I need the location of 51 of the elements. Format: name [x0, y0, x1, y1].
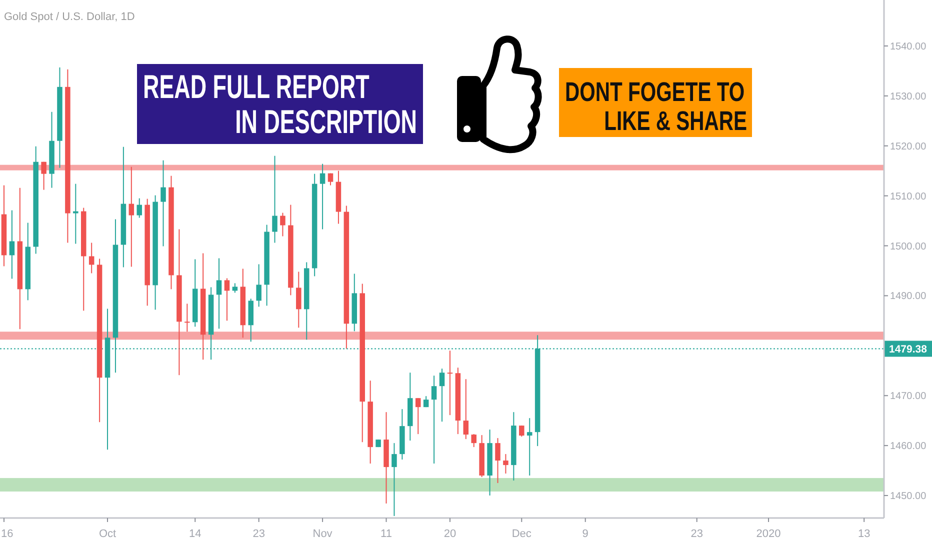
y-tick-label: 1510.00 — [890, 191, 927, 202]
candlestick — [296, 271, 302, 328]
candlestick — [232, 282, 238, 294]
candlestick — [73, 183, 78, 244]
x-tick-label: 23 — [690, 528, 703, 540]
candlestick — [471, 434, 476, 448]
annotation: READ FULL REPORT IN DESCRIPTION — [143, 68, 417, 140]
x-tick-label: 13 — [858, 528, 870, 540]
text: Gold Spot / U.S. Dollar, 1D — [4, 11, 135, 23]
candlestick — [503, 454, 508, 474]
candlestick — [160, 160, 166, 247]
candlestick — [431, 375, 437, 464]
y-tick-label: 1450.00 — [890, 491, 927, 502]
x-tick-label: 14 — [188, 528, 202, 540]
x-tick-label: 11 — [380, 528, 392, 540]
candlestick — [415, 398, 421, 435]
candlestick — [495, 438, 500, 484]
y-tick-label: 1470.00 — [890, 391, 927, 402]
y-tick-label: 1500.00 — [890, 241, 927, 252]
candlestick — [128, 166, 134, 268]
candlestick — [320, 163, 326, 230]
x-tick-label: 2020 — [756, 528, 781, 540]
x-tick-label: 9 — [582, 528, 588, 540]
candlestick — [526, 418, 532, 476]
y-tick-label: 1520.00 — [890, 141, 927, 152]
x-tick-label: Dec — [512, 528, 532, 540]
candlestick — [136, 198, 142, 218]
x-tick-label: 16 — [1, 528, 14, 540]
ref-line-label: 1479.38 — [889, 343, 928, 356]
x-tick-label: 20 — [444, 528, 456, 540]
y-tick-label: 1530.00 — [890, 91, 927, 102]
x-tick-label: Oct — [98, 528, 116, 540]
y-tick-label: 1490.00 — [890, 291, 927, 302]
annotation: DONT FOGETE TO LIKE & SHARE — [565, 77, 747, 137]
candlestick — [41, 161, 46, 190]
candlestick — [184, 303, 190, 332]
candlestick — [224, 278, 230, 322]
x-tick-label: Nov — [312, 528, 333, 540]
candlestick — [463, 378, 469, 440]
x-tick-label: 23 — [252, 528, 265, 540]
y-tick-label: 1460.00 — [890, 441, 927, 452]
candlestick — [256, 264, 262, 308]
candlestick — [447, 350, 453, 416]
y-tick-label: 1540.00 — [890, 41, 927, 52]
candlestick — [392, 442, 397, 516]
candlestick — [216, 258, 222, 330]
candlestick — [9, 210, 15, 280]
candlestick — [439, 368, 445, 422]
candlestick — [519, 425, 524, 438]
candlestick — [280, 212, 286, 237]
candlestick — [272, 155, 278, 244]
